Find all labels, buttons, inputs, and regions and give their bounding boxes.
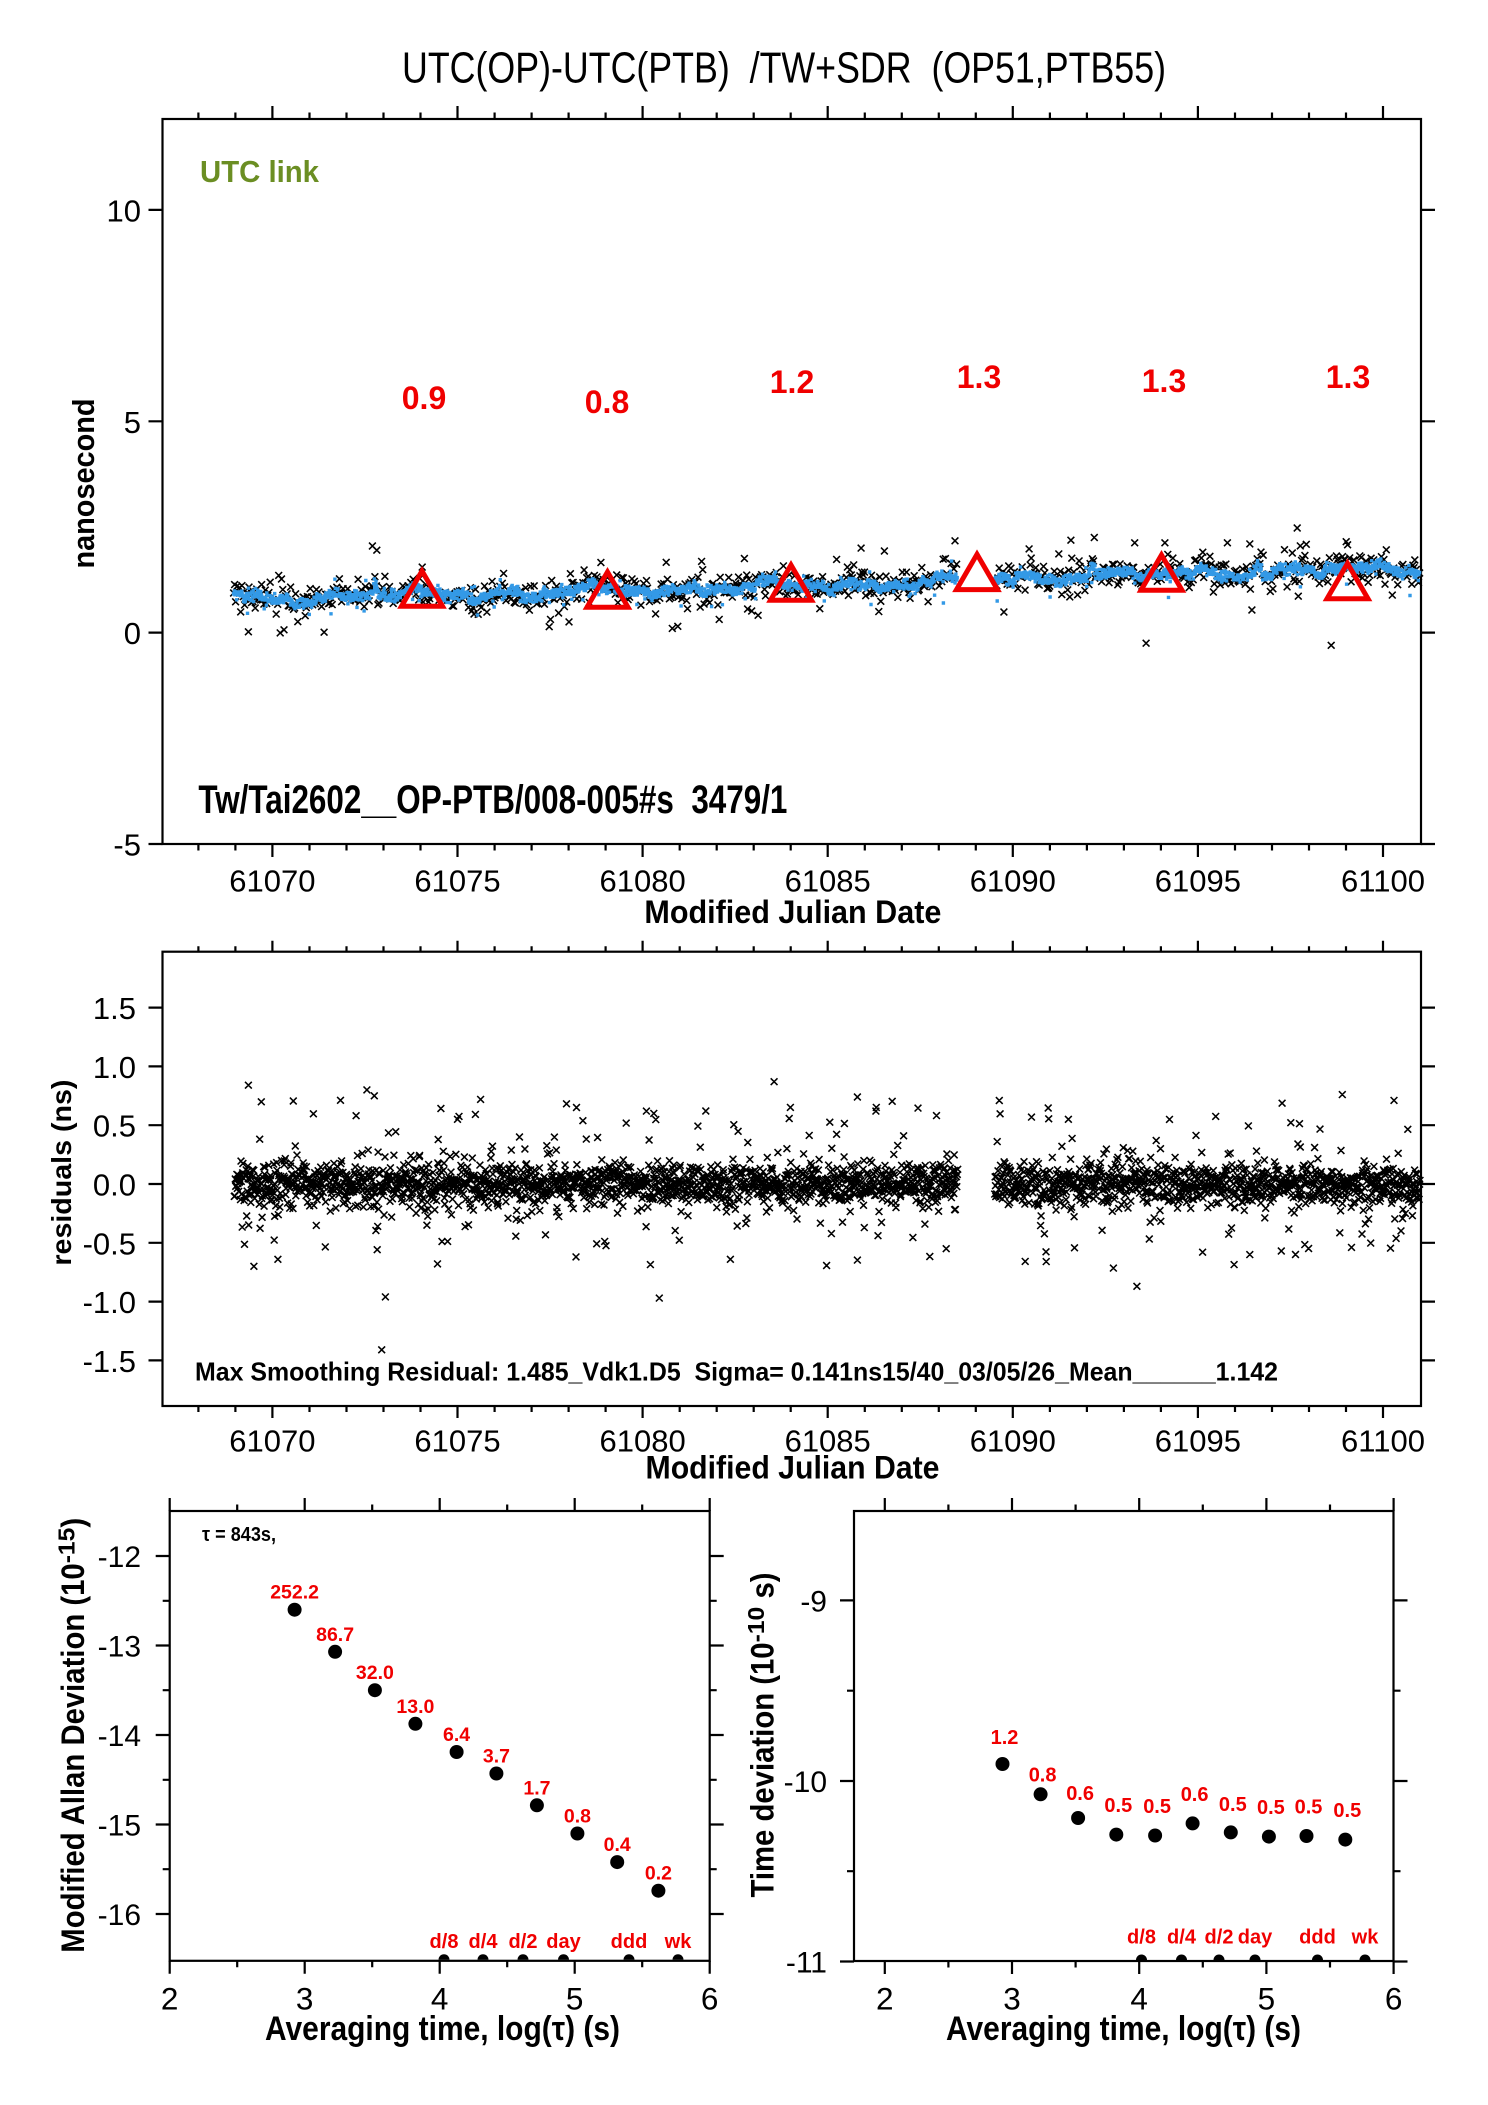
svg-text:0.6: 0.6 [1066, 1783, 1094, 1805]
svg-text:Tw/Tai2602__OP-PTB/008-005#s: Tw/Tai2602__OP-PTB/008-005#s 3479/1 [198, 778, 787, 822]
svg-text:d/8: d/8 [430, 1931, 459, 1953]
svg-text:0.6: 0.6 [1181, 1784, 1209, 1806]
svg-text:-11: -11 [786, 1947, 827, 1980]
svg-text:-5: -5 [113, 828, 141, 863]
svg-text:d/2: d/2 [1205, 1927, 1234, 1949]
svg-text:61090: 61090 [970, 864, 1056, 899]
svg-text:5: 5 [566, 1981, 584, 2017]
svg-text:Time deviation (10: Time deviation (10 [745, 1642, 781, 1897]
svg-text:2: 2 [876, 1981, 894, 2017]
svg-text:0.5: 0.5 [93, 1109, 136, 1144]
svg-text:-13: -13 [98, 1631, 141, 1664]
svg-text:61100: 61100 [1341, 1424, 1425, 1459]
svg-text:-15: -15 [98, 1810, 141, 1843]
svg-text:61080: 61080 [599, 864, 685, 899]
svg-text:5: 5 [1258, 1981, 1276, 2017]
svg-text:d/4: d/4 [1167, 1927, 1197, 1949]
svg-text:-1.0: -1.0 [83, 1285, 136, 1320]
svg-text:3.7: 3.7 [483, 1746, 510, 1768]
svg-text:ddd: ddd [1299, 1927, 1336, 1949]
svg-text:wk: wk [664, 1931, 693, 1953]
svg-text:6.4: 6.4 [443, 1724, 470, 1746]
svg-text:d/4: d/4 [469, 1931, 499, 1953]
svg-text:61095: 61095 [1155, 864, 1241, 899]
svg-text:3: 3 [1003, 1981, 1021, 2017]
svg-text:0.8: 0.8 [564, 1806, 591, 1828]
svg-text:61070: 61070 [229, 1424, 315, 1459]
svg-text:τ = 843s,: τ = 843s, [202, 1524, 276, 1546]
svg-text:ddd: ddd [611, 1931, 648, 1953]
svg-text:4: 4 [431, 1981, 449, 2017]
svg-text:0.5: 0.5 [1219, 1794, 1247, 1816]
svg-text:UTC link: UTC link [200, 154, 320, 189]
svg-text:-16: -16 [98, 1899, 141, 1932]
svg-text:wk: wk [1351, 1927, 1380, 1949]
svg-text:2: 2 [161, 1981, 179, 2017]
svg-text:d/2: d/2 [509, 1931, 538, 1953]
svg-text:1.7: 1.7 [523, 1777, 550, 1799]
svg-text:-15: -15 [53, 1527, 79, 1563]
svg-text:Modified Julian Date: Modified Julian Date [644, 894, 941, 930]
svg-text:residuals (ns): residuals (ns) [46, 1080, 77, 1266]
svg-text:1.2: 1.2 [991, 1727, 1019, 1749]
svg-text:61080: 61080 [599, 1424, 685, 1459]
svg-text:s): s) [745, 1573, 781, 1607]
svg-text:61095: 61095 [1155, 1424, 1241, 1459]
svg-text:252.2: 252.2 [270, 1582, 319, 1604]
svg-text:61100: 61100 [1341, 864, 1425, 899]
svg-text:0.4: 0.4 [604, 1834, 631, 1856]
svg-text:1.3: 1.3 [1142, 363, 1186, 399]
svg-text:6: 6 [701, 1981, 719, 2017]
svg-text:UTC(OP)-UTC(PTB) /TW+SDR (OP: UTC(OP)-UTC(PTB) /TW+SDR (OP51,PTB55) [402, 44, 1166, 93]
svg-text:1.5: 1.5 [93, 991, 136, 1026]
svg-text:61090: 61090 [970, 1424, 1056, 1459]
svg-text:-12: -12 [98, 1541, 141, 1574]
svg-text:0.2: 0.2 [645, 1863, 672, 1885]
svg-text:0.0: 0.0 [93, 1168, 136, 1203]
svg-text:61085: 61085 [785, 864, 871, 899]
svg-text:0.5: 0.5 [1257, 1797, 1285, 1819]
svg-text:32.0: 32.0 [356, 1662, 394, 1684]
svg-text:0.5: 0.5 [1104, 1795, 1132, 1817]
svg-text:nanosecond: nanosecond [66, 399, 101, 569]
svg-text:3: 3 [296, 1981, 314, 2017]
svg-text:61075: 61075 [414, 864, 500, 899]
svg-text:): ) [55, 1518, 91, 1528]
svg-text:day: day [1238, 1927, 1273, 1949]
svg-text:d/8: d/8 [1127, 1927, 1156, 1949]
svg-text:-1.5: -1.5 [83, 1344, 136, 1379]
svg-text:0.8: 0.8 [585, 384, 629, 420]
svg-text:Modified Allan Deviation (10: Modified Allan Deviation (10 [55, 1563, 91, 1952]
svg-text:0.9: 0.9 [402, 380, 446, 416]
svg-text:0.5: 0.5 [1333, 1800, 1361, 1822]
svg-text:0.8: 0.8 [1029, 1764, 1057, 1786]
svg-text:-9: -9 [800, 1585, 827, 1618]
svg-text:61085: 61085 [785, 1424, 871, 1459]
svg-text:10: 10 [107, 193, 141, 228]
svg-text:1.3: 1.3 [1326, 359, 1370, 395]
svg-text:4: 4 [1130, 1981, 1148, 2017]
svg-text:0.5: 0.5 [1143, 1796, 1171, 1818]
svg-text:6: 6 [1385, 1981, 1403, 2017]
svg-text:1.2: 1.2 [770, 364, 814, 400]
svg-text:Max Smoothing Residual: 1.485_: Max Smoothing Residual: 1.485_Vdk1.D5 Si… [195, 1357, 1278, 1387]
svg-text:86.7: 86.7 [316, 1624, 354, 1646]
svg-text:day: day [546, 1931, 581, 1953]
svg-text:-14: -14 [98, 1720, 141, 1753]
svg-text:0.5: 0.5 [1295, 1797, 1323, 1819]
svg-text:61070: 61070 [229, 864, 315, 899]
svg-text:Averaging time, log(τ) (s): Averaging time, log(τ) (s) [265, 2010, 620, 2048]
svg-text:-10: -10 [743, 1607, 769, 1643]
svg-text:61075: 61075 [414, 1424, 500, 1459]
svg-text:1.3: 1.3 [957, 359, 1001, 395]
svg-text:13.0: 13.0 [396, 1696, 434, 1718]
svg-text:Modified Julian Date: Modified Julian Date [646, 1450, 940, 1486]
svg-text:-10: -10 [784, 1766, 827, 1799]
svg-text:-0.5: -0.5 [83, 1226, 136, 1261]
svg-text:1.0: 1.0 [93, 1050, 136, 1085]
svg-text:Averaging time, log(τ) (s): Averaging time, log(τ) (s) [946, 2010, 1301, 2048]
svg-text:0: 0 [124, 616, 141, 651]
svg-text:5: 5 [124, 405, 141, 440]
